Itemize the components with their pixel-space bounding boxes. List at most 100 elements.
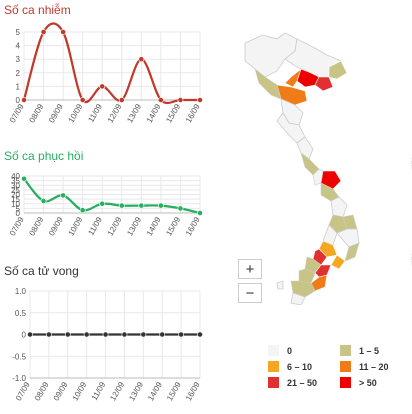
data-point xyxy=(157,202,164,209)
x-tick-label: 09/09 xyxy=(47,215,65,237)
data-point xyxy=(138,56,145,63)
x-tick-label: 16/09 xyxy=(184,380,202,402)
legend-swatch xyxy=(340,345,351,356)
chart-title-deaths: Số ca tử vong xyxy=(4,264,79,278)
map-region-south-b[interactable] xyxy=(330,254,346,270)
data-point xyxy=(64,331,71,338)
data-point xyxy=(157,97,164,103)
map-region-delta-b[interactable] xyxy=(284,68,302,88)
y-tick-label: 5 xyxy=(16,204,21,213)
data-point xyxy=(118,202,125,209)
legend-swatch xyxy=(340,361,351,372)
drag-handle-icon[interactable]: ⋮ ⋮ xyxy=(408,253,412,266)
zoom-out-button[interactable]: − xyxy=(238,283,262,303)
data-point xyxy=(60,29,67,35)
map-region-north-west[interactable] xyxy=(244,32,298,78)
legend-swatch xyxy=(268,377,279,388)
legend-label: 6 – 10 xyxy=(287,361,313,372)
data-point xyxy=(102,331,109,338)
legend-label: 11 – 20 xyxy=(359,361,389,372)
x-tick-label: 13/09 xyxy=(125,215,143,237)
x-tick-label: 08/09 xyxy=(27,215,45,237)
data-point xyxy=(177,205,184,212)
x-tick-label: 15/09 xyxy=(164,215,182,237)
y-tick-label: 0 xyxy=(16,209,21,218)
x-tick-label: 09/09 xyxy=(47,102,65,124)
map-region-ha-tinh[interactable] xyxy=(296,136,314,160)
map-region-delta-a[interactable] xyxy=(314,76,334,92)
x-tick-label: 16/09 xyxy=(184,102,202,124)
y-tick-label: 0 xyxy=(22,331,27,340)
data-point xyxy=(83,331,90,338)
x-tick-label: 15/09 xyxy=(165,380,183,402)
y-tick-label: 15 xyxy=(11,195,20,204)
y-tick-label: -1.0 xyxy=(12,374,26,383)
x-tick-label: 10/09 xyxy=(67,215,85,237)
x-tick-label: 11/09 xyxy=(86,215,104,237)
zoom-in-button[interactable]: + xyxy=(238,259,262,279)
data-point xyxy=(40,198,47,204)
series-line xyxy=(23,178,201,215)
data-point xyxy=(140,331,147,338)
legend-label: 1 – 5 xyxy=(359,345,380,356)
legend-label: 21 – 50 xyxy=(287,377,318,388)
x-tick-label: 11/09 xyxy=(86,102,104,124)
x-tick-label: 07/09 xyxy=(14,380,32,402)
drag-handle-icon[interactable]: ⋮ ⋮ xyxy=(408,157,412,170)
y-tick-label: 35 xyxy=(11,177,20,186)
data-point xyxy=(27,331,33,338)
data-point xyxy=(178,331,185,338)
y-tick-label: 2 xyxy=(16,69,21,78)
vietnam-map[interactable] xyxy=(215,25,390,305)
x-tick-label: 13/09 xyxy=(125,102,143,124)
data-point xyxy=(197,331,203,338)
x-tick-label: 12/09 xyxy=(108,380,126,402)
chart-title-recovered: Số ca phục hồi xyxy=(4,149,84,163)
data-point xyxy=(60,192,67,199)
map-region-south-c[interactable] xyxy=(312,248,328,266)
map-region-central-a[interactable] xyxy=(312,168,324,186)
legend-item: 1 – 5 xyxy=(340,345,379,356)
x-tick-label: 12/09 xyxy=(106,102,124,124)
y-tick-label: 1 xyxy=(16,82,21,91)
x-tick-label: 10/09 xyxy=(71,380,89,402)
data-point xyxy=(79,97,86,103)
x-tick-label: 13/09 xyxy=(127,380,145,402)
legend-item: 6 – 10 xyxy=(268,361,312,372)
x-tick-label: 14/09 xyxy=(145,102,163,124)
data-point xyxy=(159,331,166,338)
y-tick-label: 30 xyxy=(11,181,20,190)
data-point xyxy=(118,97,125,103)
x-tick-label: 14/09 xyxy=(146,380,164,402)
legend-swatch xyxy=(268,345,279,356)
legend-item: 0 xyxy=(268,345,292,356)
map-region-island[interactable] xyxy=(276,280,284,290)
y-tick-label: 3 xyxy=(16,55,21,64)
map-region-delta-c[interactable] xyxy=(328,60,348,80)
x-tick-label: 10/09 xyxy=(67,102,85,124)
map-region-ca-mau[interactable] xyxy=(290,292,306,305)
x-tick-label: 09/09 xyxy=(52,380,70,402)
legend-item: 11 – 20 xyxy=(340,361,389,372)
y-tick-label: 0 xyxy=(16,96,21,105)
chart-title-cases: Số ca nhiễm xyxy=(4,3,71,17)
y-tick-label: 20 xyxy=(11,191,20,200)
map-region-highland-a[interactable] xyxy=(330,196,348,218)
data-point xyxy=(40,29,47,35)
map-region-coast-d[interactable] xyxy=(344,242,360,262)
x-tick-label: 11/09 xyxy=(90,380,108,402)
data-point xyxy=(197,97,203,103)
legend-swatch xyxy=(268,361,279,372)
map-region-south-a[interactable] xyxy=(318,240,338,258)
y-tick-label: 5 xyxy=(16,28,21,37)
legend-swatch xyxy=(340,377,351,388)
data-point xyxy=(121,331,128,338)
y-tick-label: 40 xyxy=(11,172,20,181)
deaths-chart: -1.0 -0.5 0 0.5 1.0 07/09 08/09 09/09 10/09 11/09… xyxy=(12,287,203,402)
data-point xyxy=(99,200,106,207)
y-tick-label: 10 xyxy=(11,200,20,209)
data-point xyxy=(45,331,52,338)
map-region-south-f[interactable] xyxy=(298,268,316,284)
data-point xyxy=(99,83,106,90)
